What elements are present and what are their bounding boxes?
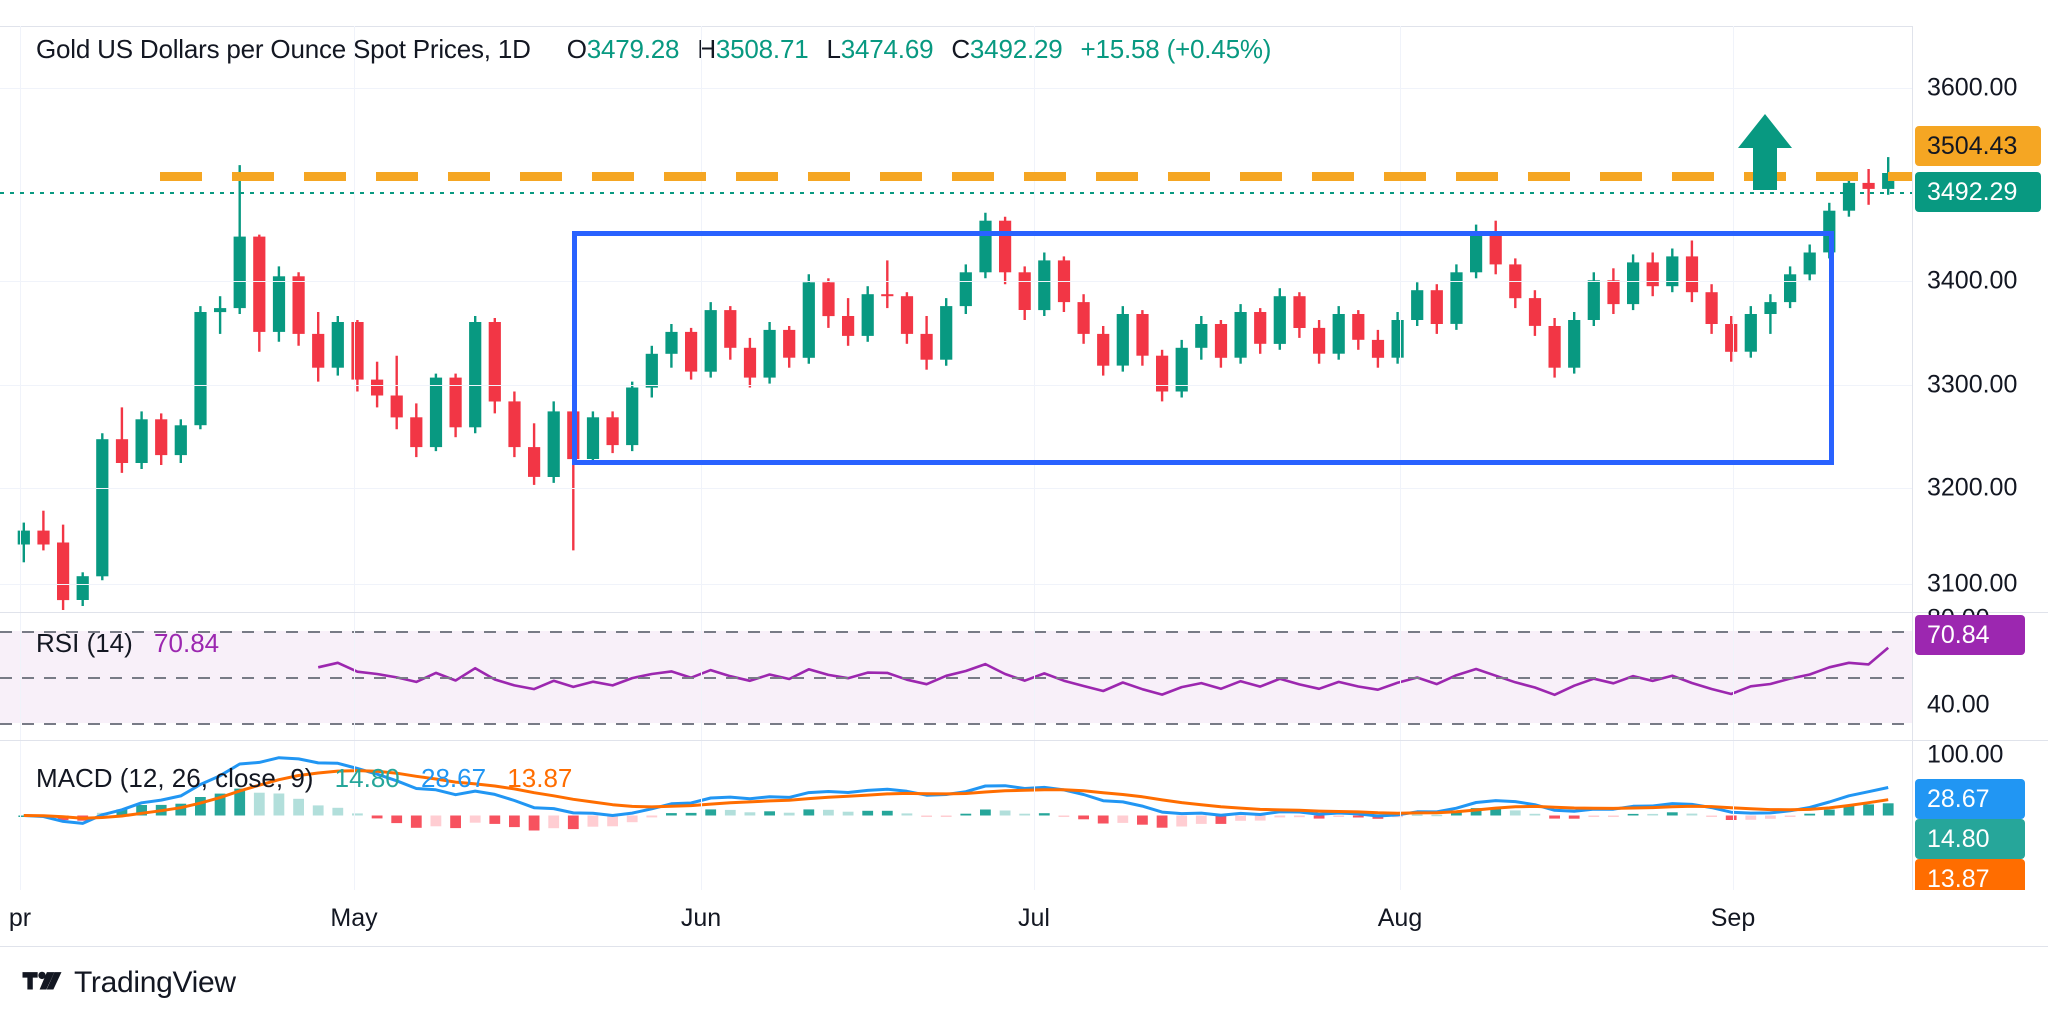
rsi-overbought-line bbox=[0, 631, 1912, 633]
time-tick: May bbox=[330, 904, 378, 932]
footer-bar: TradingView bbox=[0, 946, 2048, 1018]
resistance-price-badge: 3504.43 bbox=[1915, 126, 2041, 166]
macd-signal-value: 13.87 bbox=[507, 763, 573, 793]
price-tick: 3400.00 bbox=[1927, 266, 2018, 295]
price-tick: 3200.00 bbox=[1927, 473, 2018, 502]
macd-tick-top: 100.00 bbox=[1927, 740, 2004, 769]
time-tick: Sep bbox=[1710, 904, 1756, 932]
time-tick: Jul bbox=[1018, 904, 1050, 932]
tradingview-mark-icon bbox=[22, 971, 62, 989]
ohlc-close: C3492.29 bbox=[951, 33, 1063, 64]
price-tick: 3600.00 bbox=[1927, 73, 2018, 102]
rsi-scale[interactable]: 80.00 70.84 40.00 bbox=[1912, 605, 2048, 740]
time-tick: Aug bbox=[1377, 904, 1423, 932]
candlestick-series bbox=[17, 157, 1895, 610]
price-rsi-divider bbox=[0, 612, 2048, 613]
bullish-up-arrow-icon bbox=[1738, 114, 1792, 190]
tradingview-wordmark: TradingView bbox=[74, 965, 236, 999]
chart-legend: Gold US Dollars per Ounce Spot Prices, 1… bbox=[36, 32, 1271, 66]
macd-title: MACD (12, 26, close, 9) bbox=[36, 763, 314, 793]
rsi-value: 70.84 bbox=[154, 628, 220, 658]
macd-hist-badge: 14.80 bbox=[1915, 819, 2025, 859]
tradingview-logo[interactable]: TradingView bbox=[22, 966, 236, 1000]
consolidation-box[interactable] bbox=[572, 231, 1834, 465]
macd-series bbox=[18, 756, 1894, 831]
rsi-pane[interactable] bbox=[0, 613, 1912, 740]
macd-pane[interactable] bbox=[0, 741, 1912, 890]
ohlc-high: H3508.71 bbox=[697, 33, 809, 64]
rsi-macd-divider bbox=[0, 740, 2048, 741]
rsi-legend: RSI (14) 70.84 bbox=[36, 628, 219, 659]
header-divider bbox=[0, 26, 2048, 27]
ohlc-open: O3479.28 bbox=[566, 33, 680, 64]
macd-scale[interactable]: 100.00 28.67 14.80 13.87 bbox=[1912, 740, 2048, 899]
last-price-badge: 3492.29 bbox=[1915, 172, 2041, 212]
macd-line-value: 28.67 bbox=[420, 763, 487, 793]
price-scale[interactable]: 3600.00 3504.43 3492.29 3400.00 3300.00 … bbox=[1912, 26, 2048, 612]
ohlc-low: L3474.69 bbox=[826, 33, 934, 64]
macd-legend: MACD (12, 26, close, 9) 14.80 28.67 13.8… bbox=[36, 763, 572, 794]
time-tick: Jun bbox=[680, 904, 722, 932]
rsi-tick: 40.00 bbox=[1927, 690, 1990, 719]
price-tick: 3300.00 bbox=[1927, 370, 2018, 399]
price-tick: 3100.00 bbox=[1927, 569, 2018, 598]
rsi-value-badge: 70.84 bbox=[1915, 615, 2025, 655]
macd-line-badge: 28.67 bbox=[1915, 779, 2025, 819]
rsi-oversold-line bbox=[0, 723, 1912, 725]
symbol-title[interactable]: Gold US Dollars per Ounce Spot Prices, 1… bbox=[36, 33, 531, 64]
last-price-line bbox=[0, 192, 1912, 194]
time-scale[interactable]: pr May Jun Jul Aug Sep bbox=[0, 890, 2048, 946]
time-tick: pr bbox=[8, 904, 32, 932]
rsi-title: RSI (14) bbox=[36, 628, 133, 658]
price-pane[interactable] bbox=[0, 26, 1912, 612]
resistance-line[interactable] bbox=[160, 172, 1912, 181]
macd-hist-value: 14.80 bbox=[334, 763, 400, 793]
rsi-midline bbox=[0, 677, 1912, 679]
price-change: +15.58 (+0.45%) bbox=[1080, 33, 1272, 64]
